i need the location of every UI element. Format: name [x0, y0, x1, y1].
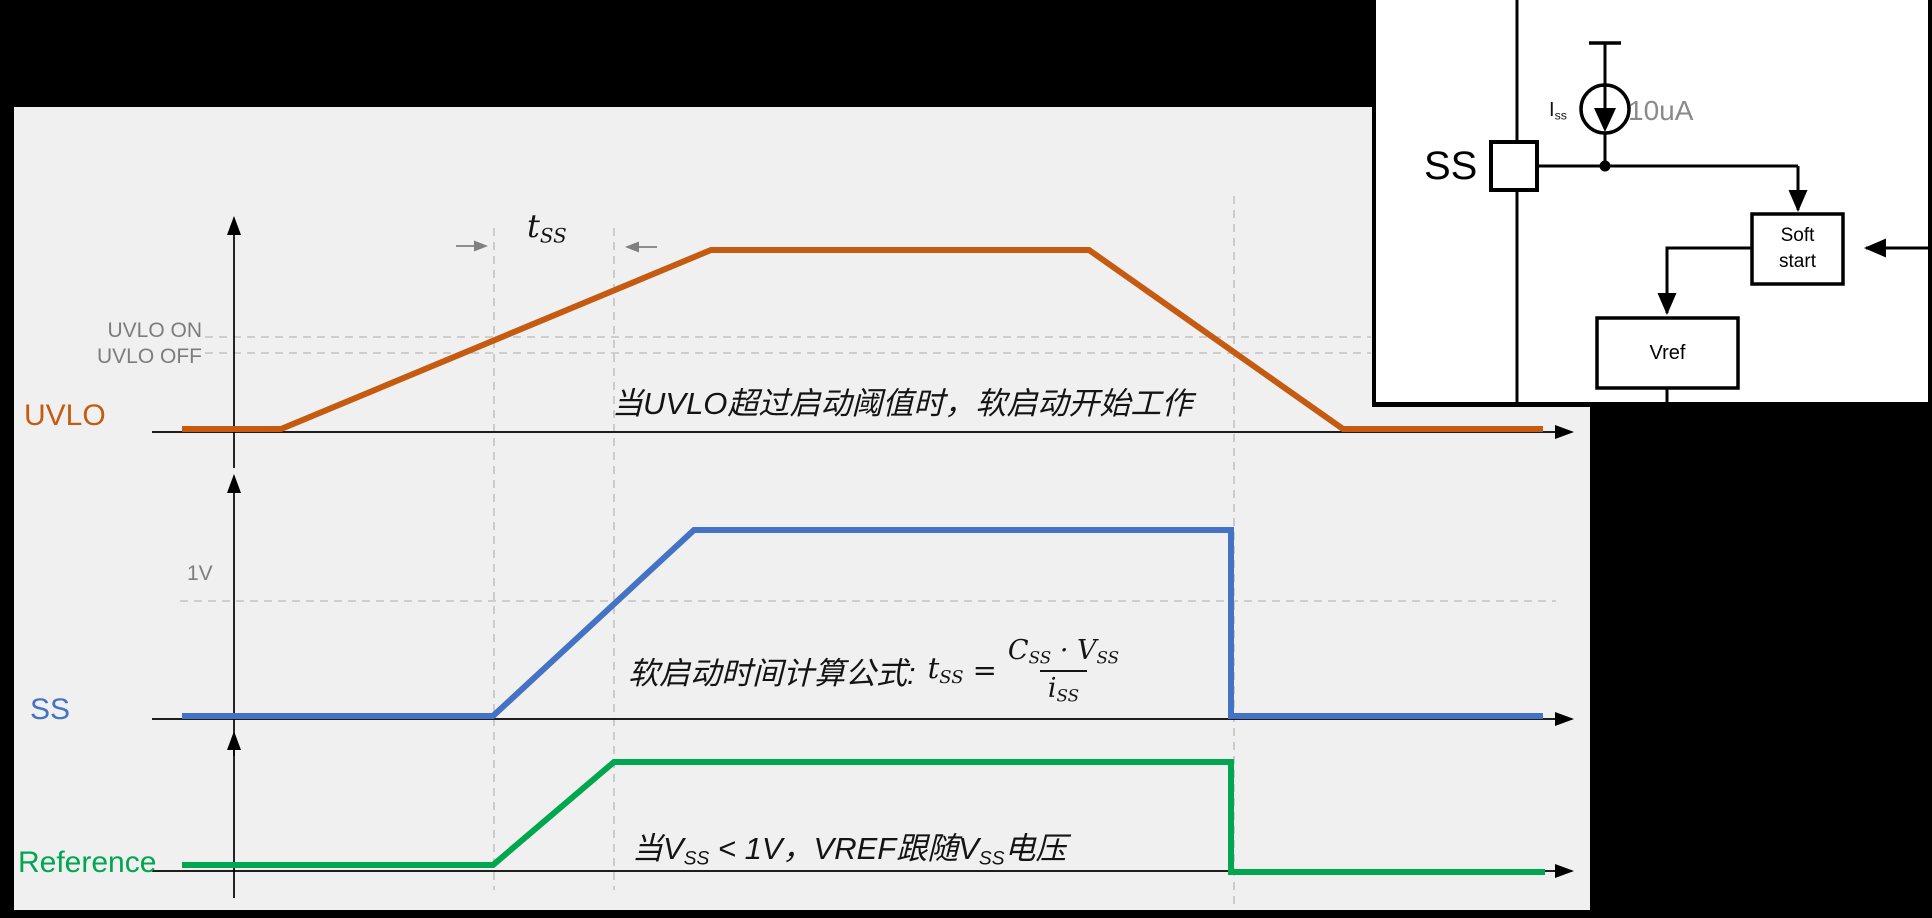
dashed-guides	[180, 196, 1556, 906]
formula-denominator: iSS	[1039, 669, 1088, 705]
tss-dimension-label: tSS	[527, 207, 567, 248]
formula-equals: =	[972, 653, 997, 687]
current-source-arrowhead	[1594, 108, 1616, 132]
ss-pin-box	[1489, 140, 1539, 192]
reference-annotation: 当VSS < 1V，VREF跟随VSS电压	[632, 831, 1067, 870]
formula-numerator: CSS · VSS	[1007, 634, 1120, 668]
timing-diagram-panel	[14, 107, 1590, 910]
soft-start-box	[1750, 212, 1845, 286]
uvlo-signal-label: UVLO	[24, 399, 106, 432]
formula-lhs: tSS	[927, 651, 964, 689]
one-volt-label: 1V	[187, 562, 213, 585]
tss-dimension-arrows	[456, 240, 657, 253]
vref-block-label: Vref	[1649, 341, 1686, 364]
uvlo-on-label: UVLO ON	[107, 319, 202, 342]
tss-formula: tSS = CSS · VSS iSS	[928, 635, 1122, 705]
current-value-label: 10uA	[1628, 95, 1694, 126]
axes	[152, 216, 1574, 898]
tss-base: t	[527, 207, 540, 245]
circuit-ss-pin-label: SS	[1424, 144, 1478, 188]
iss-current-label: Iss	[1549, 99, 1567, 123]
uvlo-off-label: UVLO OFF	[96, 345, 202, 368]
ss-waveform	[182, 527, 1543, 719]
soft-start-block-label: Soft start	[1779, 225, 1816, 272]
ss-annotation-prefix: 软启动时间计算公式:	[628, 655, 916, 691]
reference-waveform	[182, 759, 1545, 875]
uvlo-waveform	[182, 247, 1543, 432]
wire-softstart-to-vref	[1657, 246, 1752, 315]
circuit-schematic	[1489, 0, 1928, 402]
ss-annotation: 软启动时间计算公式: tSS = CSS · VSS iSS	[628, 627, 1121, 713]
vref-box	[1595, 316, 1740, 390]
uvlo-annotation: 当UVLO超过启动阈值时，软启动开始工作	[612, 386, 1193, 421]
reference-signal-label: Reference	[18, 846, 157, 879]
formula-fraction: CSS · VSS iSS	[1006, 635, 1121, 705]
ss-signal-label: SS	[30, 693, 71, 726]
tss-sub: SS	[539, 224, 567, 248]
